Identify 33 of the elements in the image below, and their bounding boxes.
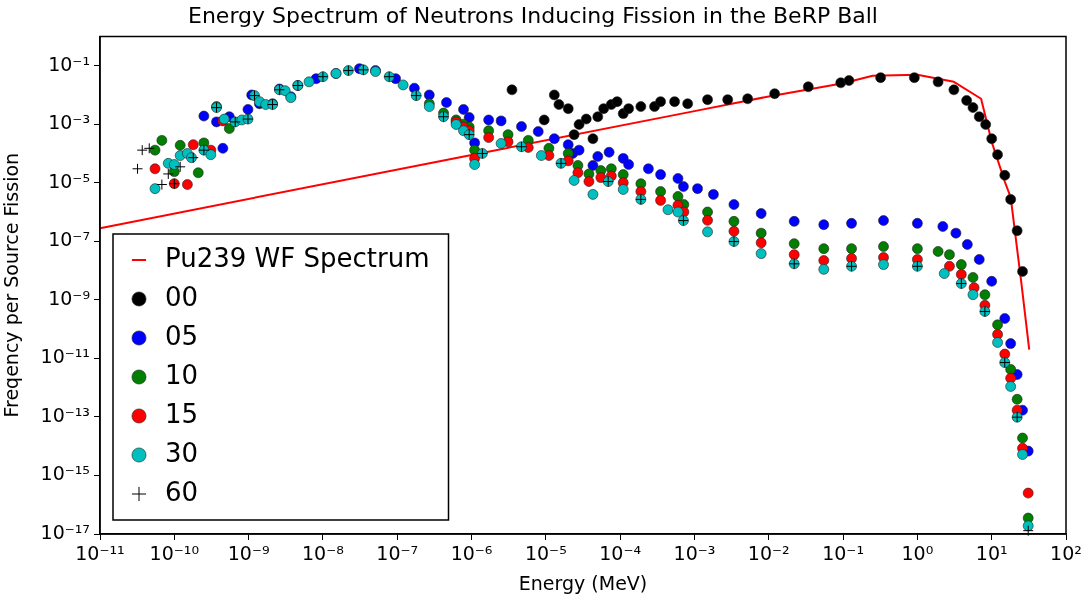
x-axis-title: Energy (MeV)	[518, 571, 648, 594]
legend-label: Pu239 WF Spectrum	[165, 242, 430, 273]
y-tick-label: 10⁻¹¹	[40, 345, 90, 368]
legend-label: 60	[165, 476, 199, 507]
x-tick-label: 10⁻¹	[822, 542, 864, 565]
y-tick-label: 10⁻¹³	[40, 403, 90, 426]
x-tick-label: 10⁻⁷	[376, 542, 419, 565]
x-tick-label: 10⁻¹⁰	[149, 542, 200, 565]
x-tick-label: 10⁻²	[747, 542, 790, 565]
x-tick-label: 10⁻⁵	[524, 542, 567, 565]
x-tick-label: 10⁻⁸	[302, 542, 344, 565]
y-tick-label: 10⁻⁹	[48, 286, 90, 309]
y-tick-label: 10⁻¹⁵	[40, 462, 90, 485]
x-tick-label: 10⁻⁹	[227, 542, 270, 565]
y-axis-title: Freqency per Source Fission	[0, 152, 23, 418]
x-tick-label: 10¹	[975, 542, 1008, 565]
y-tick-label: 10⁻¹⁷	[40, 520, 90, 543]
chart-title: Energy Spectrum of Neutrons Inducing Fission in the BeRP Ball	[188, 2, 878, 28]
x-tick-label: 10⁻⁴	[599, 542, 642, 565]
x-tick-label: 10²	[1050, 542, 1082, 565]
x-tick-label: 10⁻³	[673, 542, 716, 565]
legend-label: 15	[165, 398, 199, 429]
y-tick-label: 10⁻³	[48, 111, 90, 134]
y-tick-label: 10⁻¹	[48, 52, 90, 75]
x-tick-label: 10⁰	[901, 542, 934, 565]
y-tick-label: 10⁻⁷	[48, 228, 90, 251]
x-tick-label: 10⁻¹¹	[75, 542, 125, 565]
legend-label: 05	[165, 320, 199, 351]
y-tick-label: 10⁻⁵	[48, 169, 90, 192]
legend-label: 00	[165, 281, 199, 312]
legend-label: 10	[165, 359, 199, 390]
x-tick-label: 10⁻⁶	[450, 542, 493, 565]
legend-label: 30	[165, 437, 199, 468]
